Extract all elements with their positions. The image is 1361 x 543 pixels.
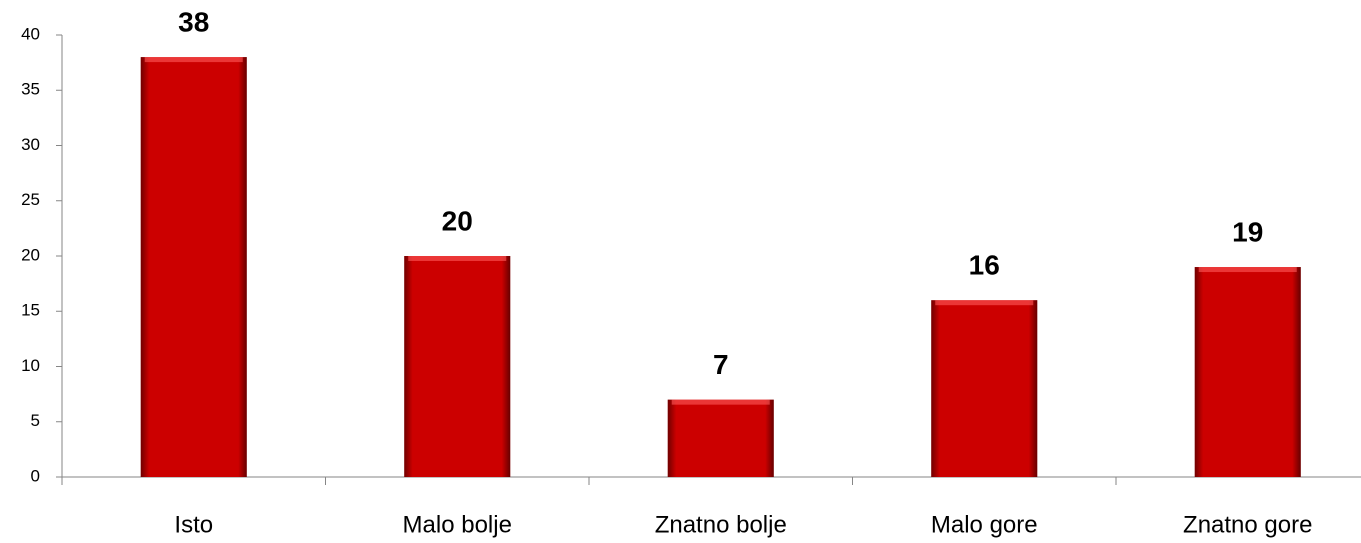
y-tick-label: 20 [21,245,40,264]
bar-shade [140,57,247,477]
x-tick-label: Znatno gore [1183,511,1312,538]
data-label: 7 [713,349,729,380]
data-label: 16 [969,250,1000,281]
x-tick-label: Malo gore [931,511,1038,538]
data-label: 19 [1232,216,1263,247]
y-tick-label: 25 [21,190,40,209]
bar-bevel [1198,267,1297,273]
data-label: 20 [442,205,473,236]
bar-bevel [144,57,243,63]
y-tick-label: 15 [21,301,40,320]
bar-shade [404,256,511,477]
bar-bevel [671,399,770,405]
bar-shade [1194,267,1301,477]
y-tick-label: 0 [31,466,40,485]
x-tick-label: Znatno bolje [655,511,787,538]
x-tick-label: Isto [174,511,213,538]
y-tick-label: 40 [21,24,40,43]
y-tick-label: 5 [31,411,40,430]
bar-bevel [935,300,1034,306]
y-tick-label: 35 [21,80,40,99]
bar-bevel [408,256,507,261]
bar-shade [931,300,1038,477]
y-tick-label: 30 [21,135,40,154]
bar-shade [667,399,774,477]
x-tick-label: Malo bolje [403,511,512,538]
data-label: 38 [178,6,209,37]
y-tick-label: 10 [21,356,40,375]
